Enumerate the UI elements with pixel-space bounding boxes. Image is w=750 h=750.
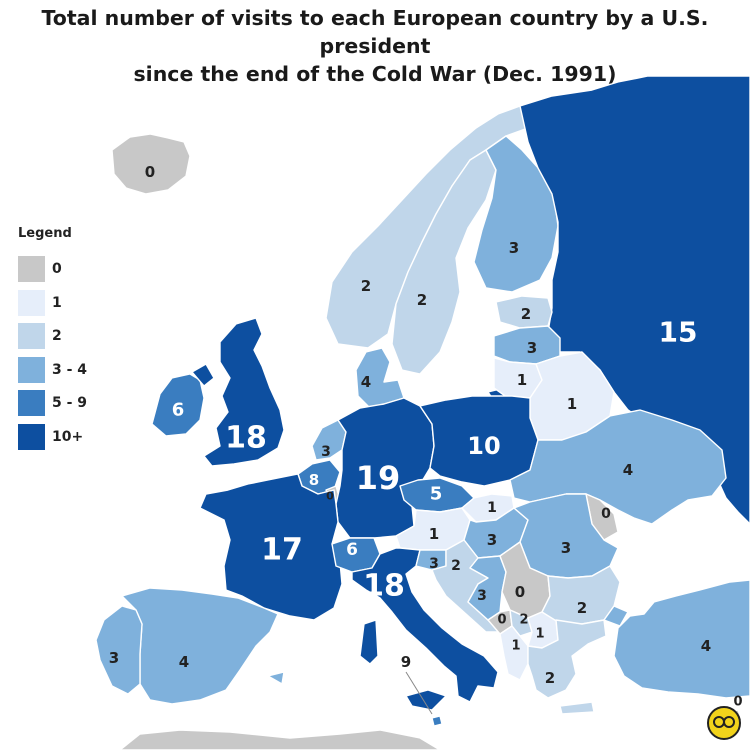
label-netherlands: 3 <box>321 444 331 460</box>
legend-swatch <box>18 423 45 450</box>
label-kosovo: 2 <box>519 613 528 628</box>
country-ireland <box>151 373 205 437</box>
watermark-logo <box>707 706 741 740</box>
label-croatia: 2 <box>451 558 461 574</box>
label-finland: 3 <box>509 239 519 257</box>
label-spain: 4 <box>179 653 189 671</box>
label-ukraine: 4 <box>623 461 633 479</box>
label-bosnia: 3 <box>477 588 487 604</box>
label-slovakia: 1 <box>487 500 497 516</box>
label-iceland: 0 <box>145 163 155 181</box>
legend-label: 2 <box>52 328 62 344</box>
country-greece <box>527 619 607 715</box>
country-turkey <box>603 579 750 699</box>
legend-swatch <box>18 390 45 416</box>
title-line-2: since the end of the Cold War (Dec. 1991… <box>133 62 617 86</box>
label-austria: 1 <box>429 525 439 543</box>
label-czechia: 5 <box>430 484 443 505</box>
legend-label: 5 - 9 <box>52 395 88 411</box>
country-estonia <box>495 295 553 329</box>
label-switzerland: 6 <box>346 540 358 560</box>
label-luxembourg: 0 <box>326 490 334 503</box>
label-malta: 9 <box>401 653 411 671</box>
country-sweden <box>391 149 497 375</box>
country-france <box>199 473 343 621</box>
country-denmark <box>355 347 405 409</box>
label-moldova: 0 <box>601 506 611 522</box>
malta-leader-line <box>405 671 433 715</box>
label-ireland: 6 <box>172 400 185 421</box>
legend-item-5: 10+ <box>18 423 87 450</box>
label-belgium: 8 <box>309 471 319 489</box>
label-norway: 2 <box>361 277 371 295</box>
label-montenegro: 0 <box>497 613 506 628</box>
legend-swatch <box>18 356 45 383</box>
legend-swatch <box>18 289 45 316</box>
label-portugal: 3 <box>109 649 119 667</box>
label-russia: 15 <box>659 316 698 349</box>
label-hungary: 3 <box>487 531 497 549</box>
label-france: 17 <box>261 533 303 568</box>
label-germany: 19 <box>356 459 401 497</box>
country-portugal <box>95 605 143 695</box>
label-slovenia: 3 <box>429 556 439 572</box>
legend-swatch <box>18 256 45 282</box>
label-north-macedonia: 1 <box>535 627 544 642</box>
country-united-kingdom <box>191 317 285 467</box>
legend-item-2: 2 <box>18 323 87 349</box>
label-greece: 2 <box>545 669 555 687</box>
legend-label: 3 - 4 <box>52 361 88 378</box>
legend-label: 0 <box>52 261 62 277</box>
label-united-kingdom: 18 <box>225 421 267 456</box>
country-ukraine <box>509 409 727 525</box>
label-serbia: 0 <box>515 583 525 601</box>
map-title: Total number of visits to each European … <box>0 4 750 88</box>
north-africa-landmass <box>119 729 441 750</box>
label-albania: 1 <box>511 639 520 654</box>
label-cyprus: 0 <box>733 695 742 710</box>
legend-swatch <box>18 323 45 349</box>
label-romania: 3 <box>561 539 571 557</box>
country-malta <box>431 715 443 727</box>
label-denmark: 4 <box>361 373 371 391</box>
label-poland: 10 <box>467 432 500 460</box>
legend-item-0: 0 <box>18 256 87 282</box>
label-lithuania: 1 <box>517 371 527 389</box>
label-italy: 18 <box>363 569 405 604</box>
label-turkey: 4 <box>701 637 711 655</box>
label-belarus: 1 <box>567 395 577 413</box>
label-latvia: 3 <box>527 339 537 357</box>
legend-item-4: 5 - 9 <box>18 390 87 416</box>
legend-label: 1 <box>52 294 62 311</box>
country-iceland <box>111 133 191 195</box>
label-bulgaria: 2 <box>577 599 587 617</box>
label-sweden: 2 <box>417 291 427 309</box>
legend-item-1: 1 <box>18 289 87 316</box>
label-estonia: 2 <box>521 305 531 323</box>
title-line-1: Total number of visits to each European … <box>41 6 709 58</box>
country-finland <box>473 135 559 293</box>
legend: Legend 0 1 2 3 - 4 5 - 9 10+ <box>18 226 87 457</box>
legend-title: Legend <box>18 226 72 241</box>
legend-label: 10+ <box>52 428 84 445</box>
legend-item-3: 3 - 4 <box>18 356 88 383</box>
